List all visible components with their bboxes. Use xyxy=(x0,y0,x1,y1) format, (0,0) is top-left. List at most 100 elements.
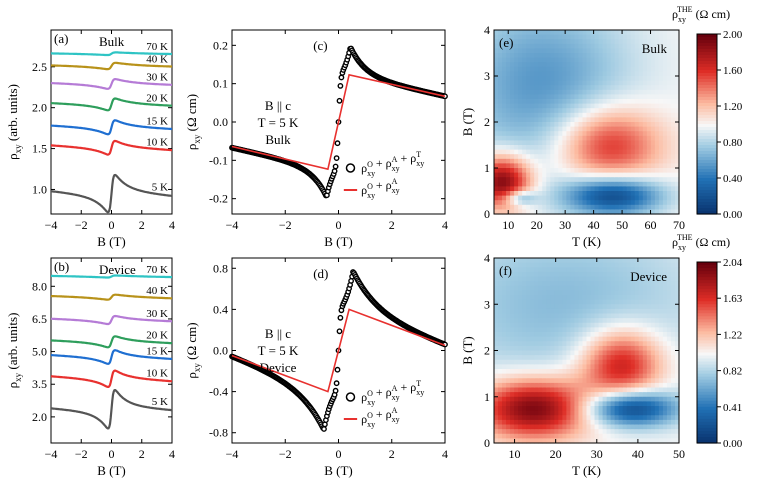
heatmap-cell xyxy=(498,276,503,282)
heatmap-cell xyxy=(602,345,608,352)
heatmap-cell xyxy=(550,332,555,338)
panel-d-xtick-label: 0 xyxy=(336,447,342,461)
heatmap-cell xyxy=(630,355,636,361)
heatmap-cell xyxy=(582,341,588,347)
heatmap-cell xyxy=(566,438,572,444)
heatmap-cell xyxy=(602,290,608,296)
heatmap-cell xyxy=(646,117,652,123)
panel-f-ytick-label: 2 xyxy=(484,344,490,358)
heatmap-cell xyxy=(646,262,652,268)
heatmap-cell xyxy=(586,94,592,100)
colorbar-segment xyxy=(697,46,717,50)
heatmap-cell xyxy=(614,387,620,393)
heatmap-cell xyxy=(610,281,616,287)
heatmap-cell xyxy=(526,80,531,86)
heatmap-cell xyxy=(554,419,559,426)
panel-e-xtick-label: 50 xyxy=(616,218,628,232)
heatmap-cell xyxy=(554,145,559,151)
heatmap-cell xyxy=(670,186,676,192)
heatmap-cell xyxy=(522,308,527,315)
heatmap-cell xyxy=(542,43,547,49)
heatmap-cell xyxy=(638,299,644,305)
heatmap-cell xyxy=(498,364,503,370)
heatmap-cell xyxy=(614,341,620,347)
heatmap-cell xyxy=(502,387,507,393)
heatmap-cell xyxy=(566,355,572,361)
heatmap-cell xyxy=(662,126,668,132)
heatmap-cell xyxy=(594,34,600,40)
heatmap-cell xyxy=(538,424,543,430)
heatmap-cell xyxy=(506,53,511,59)
heatmap-cell xyxy=(630,364,636,370)
heatmap-cell xyxy=(574,112,580,118)
heatmap-cell xyxy=(662,135,668,141)
heatmap-cell xyxy=(654,396,660,402)
heatmap-cell xyxy=(542,276,547,282)
heatmap-cell xyxy=(566,145,572,151)
heatmap-cell xyxy=(554,135,559,141)
heatmap-cell xyxy=(518,48,523,54)
heatmap-cell xyxy=(658,71,664,77)
heatmap-cell xyxy=(610,62,616,68)
heatmap-cell xyxy=(662,262,668,268)
heatmap-cell xyxy=(658,122,664,128)
heatmap-cell xyxy=(494,195,499,201)
panel-b-series xyxy=(51,388,173,430)
heatmap-cell xyxy=(562,295,567,301)
heatmap-cell xyxy=(642,281,648,287)
heatmap-cell xyxy=(674,281,680,287)
heatmap-cell xyxy=(530,258,535,264)
heatmap-cell xyxy=(602,322,608,328)
heatmap-cell xyxy=(598,382,604,389)
colorbar-tick-label: 1.60 xyxy=(723,65,743,77)
panel-a-xtick-label: 2 xyxy=(139,218,145,232)
heatmap-cell xyxy=(634,122,640,128)
heatmap-cell xyxy=(498,410,503,416)
heatmap-cell xyxy=(642,108,648,114)
heatmap-cell xyxy=(510,373,515,379)
heatmap-cell xyxy=(642,355,648,361)
heatmap-cell xyxy=(602,276,608,282)
heatmap-cell xyxy=(582,135,588,141)
heatmap-cell xyxy=(598,341,604,347)
heatmap-cell xyxy=(542,62,547,68)
svg-text:B (T): B (T) xyxy=(460,108,475,137)
heatmap-cell xyxy=(670,131,676,137)
heatmap-cell xyxy=(614,140,620,146)
heatmap-cell xyxy=(606,108,612,114)
heatmap-cell xyxy=(558,401,563,407)
heatmap-cell xyxy=(562,313,567,319)
colorbar-segment xyxy=(697,121,717,125)
heatmap-cell xyxy=(610,392,616,398)
heatmap-cell xyxy=(618,200,624,206)
panel-a-ytick-label: 2.5 xyxy=(32,60,47,74)
heatmap-cell xyxy=(514,66,519,72)
heatmap-cell xyxy=(530,359,535,365)
heatmap-cell xyxy=(590,350,596,356)
heatmap-cell xyxy=(578,43,584,49)
heatmap-cell xyxy=(602,80,608,86)
heatmap-cell xyxy=(610,406,616,412)
heatmap-cell xyxy=(554,345,559,352)
heatmap-cell xyxy=(546,131,551,137)
heatmap-cell xyxy=(670,200,676,206)
heatmap-cell xyxy=(574,191,580,197)
heatmap-cell xyxy=(526,308,531,315)
heatmap-cell xyxy=(590,34,596,40)
heatmap-cell xyxy=(634,401,640,407)
heatmap-cell xyxy=(614,382,620,389)
heatmap-cell xyxy=(570,299,576,305)
heatmap-cell xyxy=(590,108,596,114)
heatmap-cell xyxy=(530,85,535,91)
heatmap-cell xyxy=(594,200,600,206)
heatmap-cell xyxy=(526,122,531,128)
heatmap-cell xyxy=(670,71,676,77)
heatmap-cell xyxy=(622,392,628,398)
heatmap-cell xyxy=(514,131,519,137)
heatmap-cell xyxy=(518,433,523,439)
heatmap-cell xyxy=(658,43,664,49)
heatmap-cell xyxy=(662,94,668,100)
heatmap-cell xyxy=(646,112,652,118)
heatmap-cell xyxy=(546,433,551,439)
heatmap-cell xyxy=(654,30,660,36)
